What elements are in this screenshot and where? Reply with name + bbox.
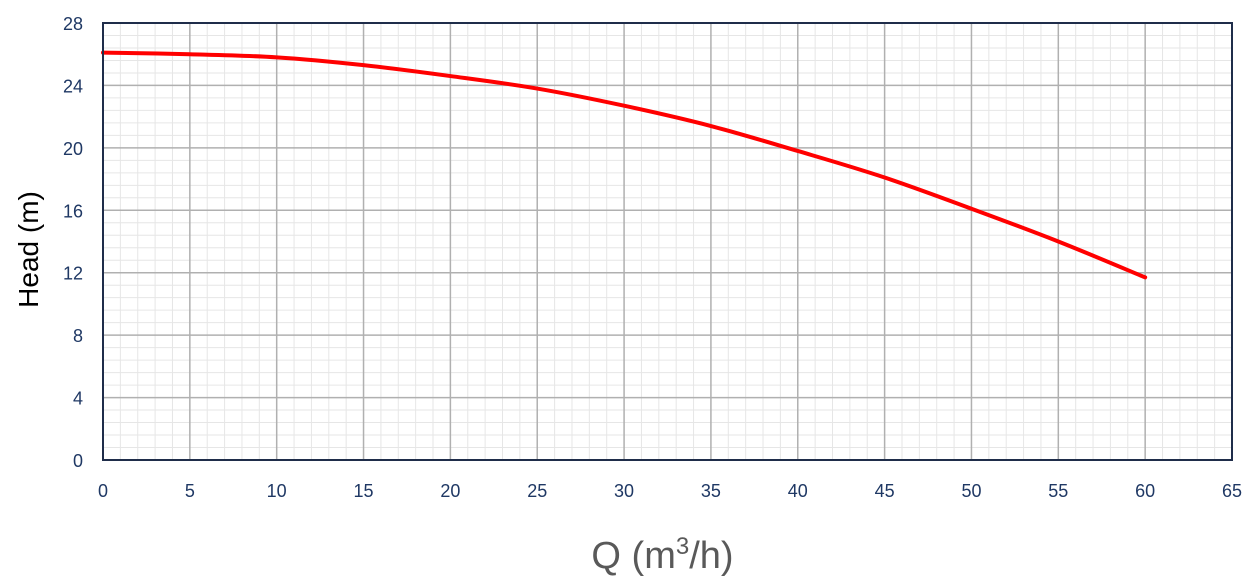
x-tick-label: 35	[701, 481, 721, 501]
y-tick-label: 24	[63, 76, 83, 96]
x-axis-title-main: Q (m	[591, 535, 675, 577]
x-axis-title-end: /h)	[689, 535, 733, 577]
x-tick-label: 0	[98, 481, 108, 501]
y-tick-label: 16	[63, 201, 83, 221]
y-tick-label: 4	[73, 389, 83, 409]
x-tick-label: 65	[1222, 481, 1242, 501]
x-tick-label: 55	[1048, 481, 1068, 501]
y-tick-label: 12	[63, 264, 83, 284]
x-tick-label: 50	[961, 481, 981, 501]
y-tick-label: 8	[73, 326, 83, 346]
x-tick-labels: 0 5 10 15 20 25 30 35 40 45 50 55 60 65	[98, 481, 1242, 501]
x-tick-label: 25	[527, 481, 547, 501]
x-tick-label: 15	[354, 481, 374, 501]
y-tick-label: 0	[73, 451, 83, 471]
x-tick-label: 60	[1135, 481, 1155, 501]
x-axis-title-sup: 3	[676, 533, 689, 560]
y-axis-title: Head (m)	[13, 191, 44, 308]
x-tick-label: 30	[614, 481, 634, 501]
x-tick-label: 45	[875, 481, 895, 501]
series-layer	[101, 50, 1148, 280]
x-axis-title: Q (m3/h)	[591, 533, 733, 577]
x-tick-label: 10	[267, 481, 287, 501]
series-line-0	[101, 50, 1148, 280]
x-tick-label: 5	[185, 481, 195, 501]
x-tick-label: 40	[788, 481, 808, 501]
plot-frame	[102, 22, 1233, 461]
y-tick-label: 28	[63, 14, 83, 34]
y-tick-labels: 0 4 8 12 16 20 24 28	[63, 14, 83, 471]
y-tick-label: 20	[63, 139, 83, 159]
x-tick-label: 20	[440, 481, 460, 501]
